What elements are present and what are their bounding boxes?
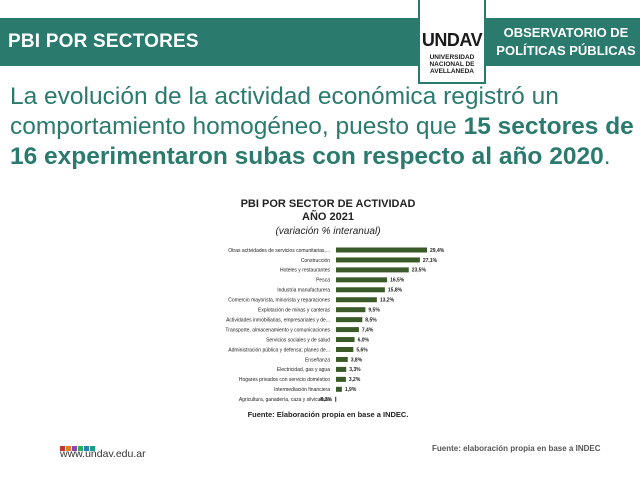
- category-label: Servicios sociales y de salud: [266, 337, 330, 343]
- headline-normal-2: .: [603, 143, 611, 170]
- chart-title-line-1: PBI POR SECTOR DE ACTIVIDAD: [240, 198, 416, 210]
- bar: [336, 347, 354, 352]
- page-title: PBI POR SECTORES: [8, 31, 199, 52]
- data-label: 13,2%: [380, 298, 395, 304]
- data-label: 7,4%: [362, 327, 374, 333]
- category-label: Comercio mayorista, minorista y reparaci…: [228, 298, 330, 304]
- category-label: Electricidad, gas y agua: [277, 367, 330, 373]
- brand-dot: [84, 446, 89, 451]
- bar: [336, 267, 409, 273]
- data-label: 29,4%: [430, 248, 445, 254]
- bar: [336, 287, 385, 293]
- data-label: 3,3%: [349, 367, 361, 373]
- logo-line-2: NACIONAL DE: [429, 61, 475, 68]
- data-label: 1,9%: [345, 387, 357, 393]
- logo-line-3: AVELLANEDA: [430, 68, 474, 75]
- category-label: Otras actividades de servicios comunitar…: [228, 248, 330, 254]
- data-label: 5,6%: [356, 347, 368, 353]
- website-link[interactable]: www.undav.edu.ar: [60, 448, 146, 460]
- chart-subtitle: (variación % interanual): [275, 226, 381, 237]
- category-label: Construcción: [301, 258, 330, 264]
- category-label: Agricultura, ganadería, caza y silvicult…: [239, 397, 330, 403]
- category-label: Explotación de minas y canteras: [258, 308, 330, 314]
- brand-dot: [60, 446, 65, 451]
- category-label: Hogares privados con servicio doméstico: [239, 377, 330, 383]
- logo-mark: UNDAV: [421, 30, 483, 50]
- observatorio-label: OBSERVATORIO DE POLÍTICAS PÚBLICAS: [492, 24, 640, 60]
- bar: [336, 297, 377, 303]
- brand-dot: [66, 446, 71, 451]
- header-band: [0, 18, 640, 66]
- data-label: 23,5%: [412, 268, 427, 274]
- chart-title: PBI POR SECTOR DE ACTIVIDAD AÑO 2021: [190, 198, 466, 224]
- headline: La evolución de la actividad económica r…: [10, 82, 635, 172]
- data-label: 9,5%: [368, 308, 380, 314]
- category-label: Pesca: [316, 278, 330, 284]
- brand-dots: [60, 438, 96, 456]
- bar: [336, 307, 366, 313]
- category-label: Transporte, almacenamiento y comunicacio…: [225, 327, 330, 333]
- bar: [336, 356, 348, 362]
- footer-source: Fuente: elaboración propia en base a IND…: [432, 444, 601, 453]
- brand-dot: [90, 446, 95, 451]
- data-label: 3,2%: [349, 377, 361, 383]
- category-label: Hoteles y restaurantes: [280, 268, 331, 274]
- bar: [336, 247, 427, 253]
- category-label: Enseñanza: [305, 357, 330, 363]
- data-label: 3,8%: [351, 357, 363, 363]
- bar: [336, 317, 363, 323]
- undav-logo: UNDAV UNIVERSIDAD NACIONAL DE AVELLANEDA: [418, 0, 486, 84]
- chart-source: Fuente: Elaboración propia en base a IND…: [247, 410, 409, 419]
- observatorio-line-2: POLÍTICAS PÚBLICAS: [496, 43, 636, 58]
- bar: [335, 396, 337, 402]
- bar: [336, 277, 388, 283]
- bar: [336, 386, 342, 392]
- bar: [336, 376, 346, 382]
- data-label: 15,8%: [388, 288, 403, 294]
- headline-bold: 15 sectores de 16 experimentaron subas c…: [10, 113, 634, 170]
- brand-dot: [72, 446, 77, 451]
- data-label: 27,1%: [423, 258, 438, 264]
- logo-line-1: UNIVERSIDAD: [429, 54, 475, 61]
- bar: [336, 327, 359, 333]
- category-label: Industria manufacturera: [277, 288, 330, 294]
- headline-normal-1: La evolución de la actividad económica r…: [10, 83, 559, 140]
- bar: [336, 366, 347, 372]
- category-label: Administración pública y defensa; planes…: [228, 347, 330, 353]
- data-label: 6,0%: [358, 337, 370, 343]
- category-label: Actividades inmobiliarias, empresariales…: [226, 317, 330, 323]
- observatorio-line-1: OBSERVATORIO DE: [503, 25, 629, 40]
- bar: [336, 337, 355, 343]
- data-label: -0,3%: [319, 397, 333, 403]
- category-label: Intermediación financiera: [274, 387, 330, 393]
- chart-title-line-2: AÑO 2021: [302, 211, 354, 223]
- brand-dot: [78, 446, 83, 451]
- data-label: 8,5%: [365, 317, 377, 323]
- bar: [336, 257, 420, 263]
- data-label: 16,5%: [390, 278, 405, 284]
